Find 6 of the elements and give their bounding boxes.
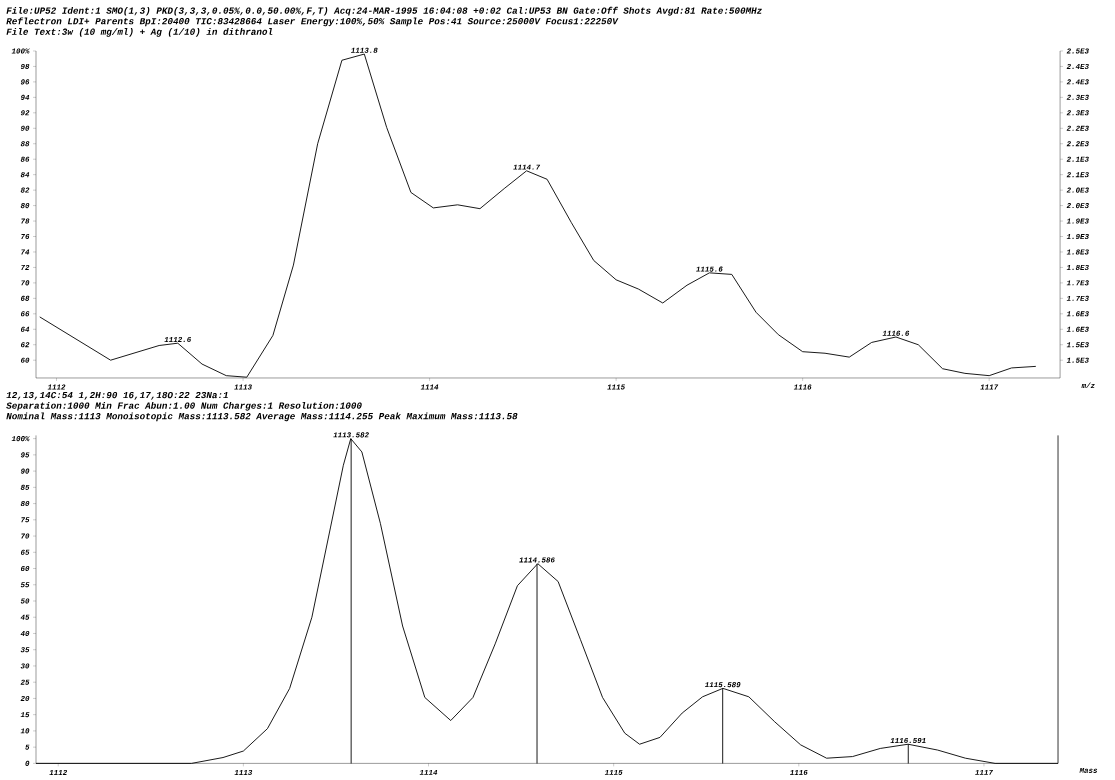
text: File Text:3w (10 mg/ml) + Ag (1/10) in dithranol <box>6 28 273 37</box>
text: Nominal Mass:1113 Monoisotopic Mass:1113.582 Average Mass:1114.255 Peak Maximum Mass:1113.58 <box>6 412 518 422</box>
text: File:UP52 Ident:1 SMO(1,3) PKD(3,3,3,0.05%,0.0,50.00%,F,T) Acq:24-MAR-1995 16:04:08 +0:02 Cal:UP53 BN Gate:Off Shots Avgd:81 Rate:500MHz <box>6 6 762 16</box>
text: Reflectron LDI+ Parents BpI:20400 TIC:83428664 Laser Energy:100%,50% Sample Pos:41 Source:25000V Focus1:22250V <box>6 17 619 27</box>
text: 12,13,14C:54 1,2H:90 16,17,18O:22 23Na:1 <box>6 391 228 400</box>
text: Separation:1000 Min Frac Abun:1.00 Num Charges:1 Resolution:1000 <box>6 401 362 411</box>
